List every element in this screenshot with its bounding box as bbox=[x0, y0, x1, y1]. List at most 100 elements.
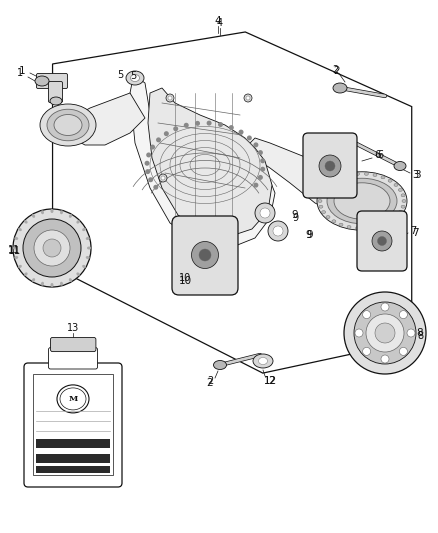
Ellipse shape bbox=[24, 272, 28, 276]
Circle shape bbox=[399, 348, 407, 356]
Text: 9: 9 bbox=[305, 230, 311, 240]
Ellipse shape bbox=[13, 209, 91, 287]
Ellipse shape bbox=[394, 183, 398, 187]
Ellipse shape bbox=[388, 179, 392, 182]
Ellipse shape bbox=[378, 237, 386, 246]
Ellipse shape bbox=[394, 215, 398, 219]
Circle shape bbox=[166, 94, 174, 102]
Circle shape bbox=[254, 183, 258, 188]
Ellipse shape bbox=[60, 388, 86, 410]
Ellipse shape bbox=[34, 230, 70, 266]
Ellipse shape bbox=[32, 278, 35, 282]
Ellipse shape bbox=[326, 215, 330, 219]
Ellipse shape bbox=[14, 256, 18, 259]
Ellipse shape bbox=[319, 205, 323, 208]
Ellipse shape bbox=[258, 358, 268, 365]
Ellipse shape bbox=[372, 231, 392, 251]
FancyBboxPatch shape bbox=[36, 74, 67, 88]
Ellipse shape bbox=[394, 161, 406, 171]
Circle shape bbox=[145, 169, 150, 174]
Text: 3: 3 bbox=[413, 170, 420, 180]
Ellipse shape bbox=[18, 265, 22, 268]
Text: 4: 4 bbox=[215, 16, 221, 26]
Ellipse shape bbox=[327, 178, 397, 224]
Polygon shape bbox=[68, 93, 145, 145]
Circle shape bbox=[363, 311, 371, 319]
Ellipse shape bbox=[43, 239, 61, 257]
Ellipse shape bbox=[347, 225, 351, 229]
Ellipse shape bbox=[401, 205, 405, 208]
Text: 5: 5 bbox=[130, 71, 136, 81]
Ellipse shape bbox=[253, 354, 273, 368]
Polygon shape bbox=[130, 78, 275, 248]
Ellipse shape bbox=[14, 237, 18, 240]
FancyBboxPatch shape bbox=[303, 133, 357, 198]
Ellipse shape bbox=[18, 228, 22, 231]
Polygon shape bbox=[248, 138, 365, 218]
Ellipse shape bbox=[381, 223, 385, 226]
Ellipse shape bbox=[213, 360, 226, 369]
Circle shape bbox=[381, 355, 389, 363]
Ellipse shape bbox=[82, 265, 86, 268]
Ellipse shape bbox=[87, 246, 91, 249]
Ellipse shape bbox=[402, 199, 406, 203]
Ellipse shape bbox=[332, 179, 336, 182]
Circle shape bbox=[258, 150, 263, 155]
Bar bbox=[36, 439, 110, 448]
Ellipse shape bbox=[354, 302, 416, 364]
Ellipse shape bbox=[399, 188, 403, 191]
Circle shape bbox=[268, 221, 288, 241]
Ellipse shape bbox=[319, 155, 341, 177]
Ellipse shape bbox=[47, 109, 89, 141]
Ellipse shape bbox=[373, 174, 377, 176]
Circle shape bbox=[173, 126, 178, 131]
Ellipse shape bbox=[69, 278, 72, 282]
Circle shape bbox=[195, 121, 200, 126]
Circle shape bbox=[260, 167, 265, 172]
FancyBboxPatch shape bbox=[49, 82, 63, 102]
Text: 12: 12 bbox=[263, 376, 277, 386]
Circle shape bbox=[229, 125, 234, 130]
FancyBboxPatch shape bbox=[357, 211, 407, 271]
Ellipse shape bbox=[41, 211, 44, 214]
Ellipse shape bbox=[401, 194, 405, 197]
Circle shape bbox=[207, 120, 212, 126]
Circle shape bbox=[363, 348, 371, 356]
Ellipse shape bbox=[333, 83, 347, 93]
Ellipse shape bbox=[321, 211, 325, 214]
Ellipse shape bbox=[76, 272, 80, 276]
Text: 6: 6 bbox=[377, 150, 383, 160]
Text: 9: 9 bbox=[292, 213, 298, 223]
Circle shape bbox=[148, 177, 153, 182]
Ellipse shape bbox=[54, 115, 82, 135]
Bar bbox=[36, 466, 110, 473]
Text: M: M bbox=[68, 395, 78, 403]
Text: 7: 7 bbox=[410, 226, 416, 236]
Circle shape bbox=[184, 123, 189, 128]
Ellipse shape bbox=[388, 220, 392, 223]
Circle shape bbox=[407, 329, 415, 337]
Circle shape bbox=[156, 138, 161, 142]
Circle shape bbox=[399, 311, 407, 319]
Text: 4: 4 bbox=[217, 18, 223, 28]
Text: 10: 10 bbox=[178, 276, 191, 286]
Ellipse shape bbox=[82, 228, 86, 231]
Circle shape bbox=[159, 174, 167, 182]
Ellipse shape bbox=[347, 174, 351, 176]
Circle shape bbox=[226, 227, 234, 235]
Ellipse shape bbox=[339, 223, 343, 226]
Ellipse shape bbox=[86, 256, 90, 259]
Text: 2: 2 bbox=[207, 378, 213, 388]
Bar bbox=[36, 454, 110, 463]
FancyBboxPatch shape bbox=[24, 363, 122, 487]
Text: 12: 12 bbox=[264, 376, 276, 386]
Text: 10: 10 bbox=[179, 273, 191, 283]
Ellipse shape bbox=[69, 214, 72, 218]
Ellipse shape bbox=[375, 323, 395, 343]
Text: 2: 2 bbox=[334, 66, 340, 76]
FancyBboxPatch shape bbox=[49, 348, 98, 369]
Circle shape bbox=[260, 208, 270, 218]
Circle shape bbox=[244, 94, 252, 102]
Text: 11: 11 bbox=[7, 246, 21, 256]
Circle shape bbox=[258, 175, 263, 180]
